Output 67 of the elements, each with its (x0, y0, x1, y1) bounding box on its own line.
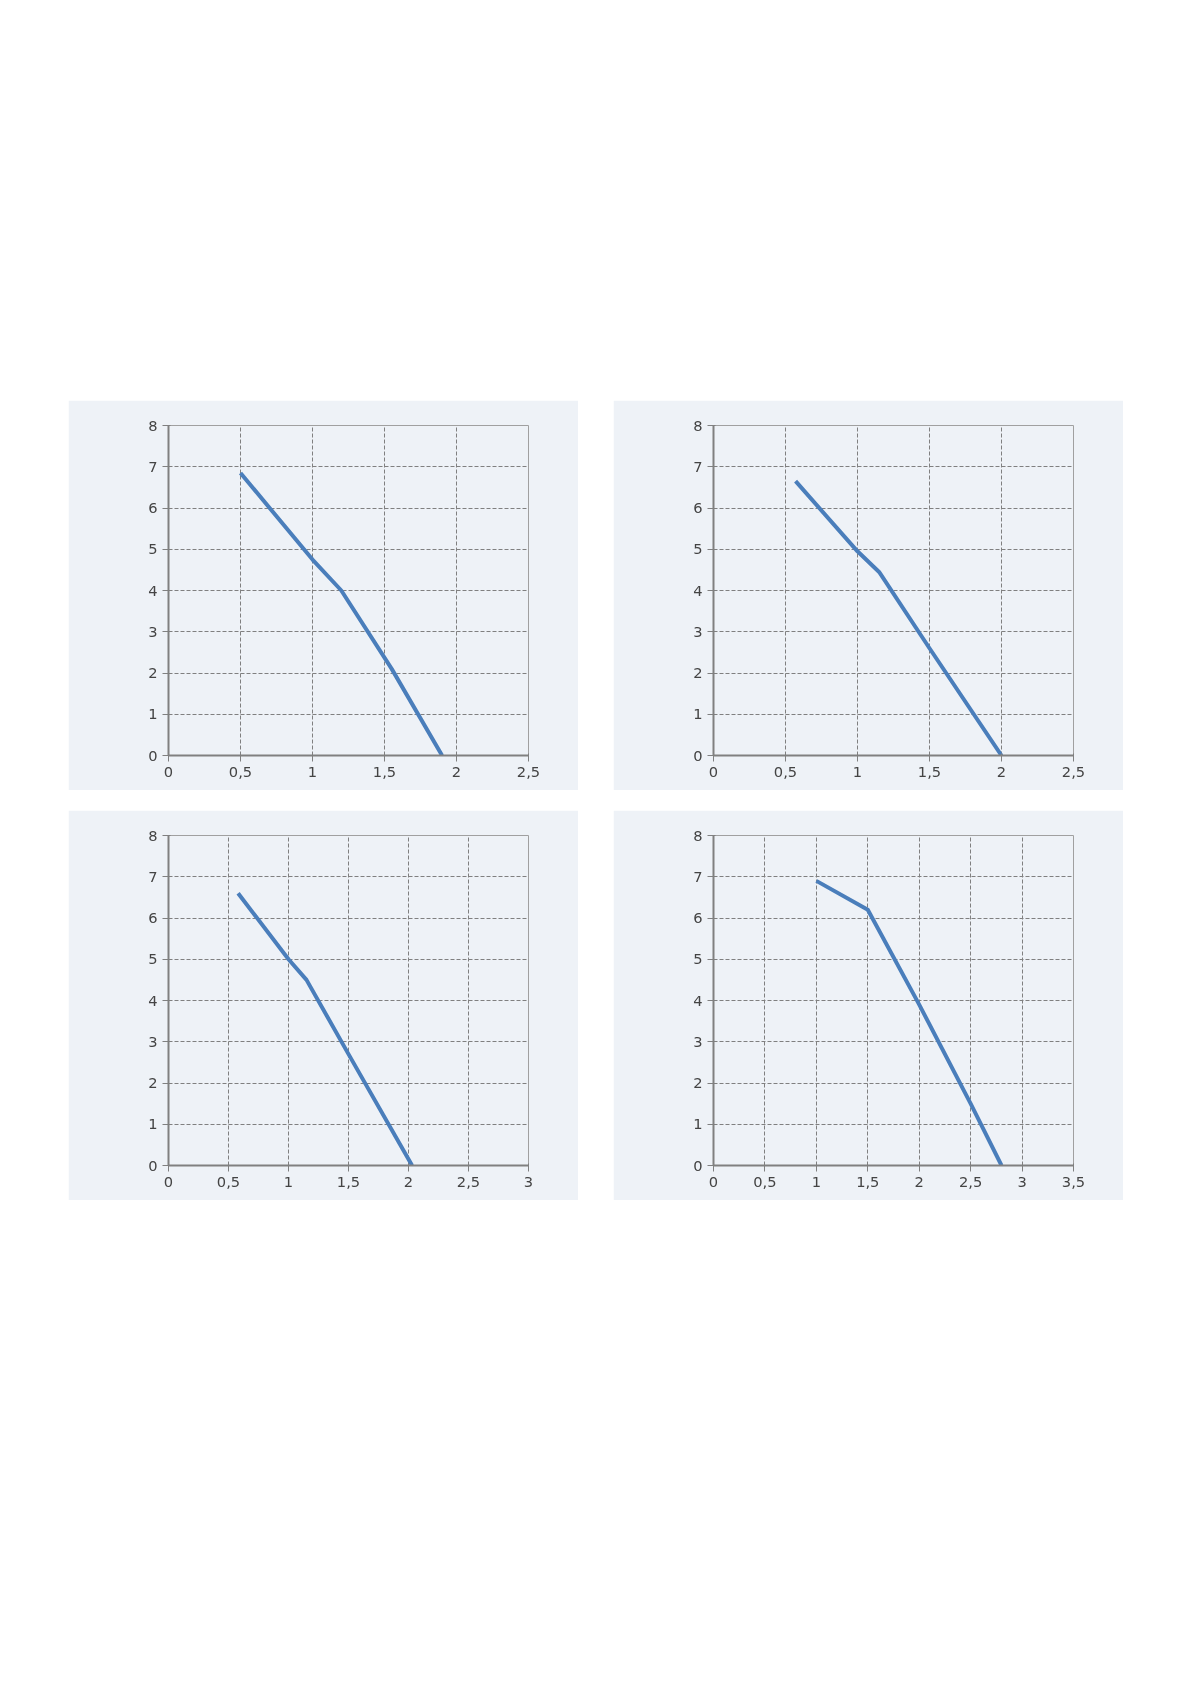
x-tick-label: 2,5 (516, 762, 541, 780)
y-tick-label: 1 (148, 705, 158, 723)
y-tick-label: 2 (148, 664, 158, 681)
y-tick-label: 2 (693, 1074, 703, 1091)
y-tick-label: 5 (693, 540, 703, 558)
y-tick-label: 7 (148, 457, 158, 475)
x-tick-label: 2,5 (958, 1172, 983, 1190)
x-tick-label: 1,5 (336, 1172, 361, 1190)
y-tick-label: 6 (148, 499, 158, 516)
x-tick-label: 1 (852, 762, 863, 780)
x-tick-label: 1 (283, 1172, 294, 1190)
y-tick-label: 6 (693, 499, 703, 516)
y-tick-label: 5 (693, 950, 703, 968)
y-tick-label: 1 (693, 705, 703, 723)
y-tick-label: 3 (693, 1032, 703, 1050)
y-tick-label: 5 (148, 950, 158, 968)
y-tick-label: 6 (693, 909, 703, 926)
x-tick-label: 0,5 (216, 1172, 241, 1190)
y-tick-label: 3 (148, 1032, 158, 1050)
x-tick-label: 0,5 (773, 762, 798, 780)
y-tick-label: 0 (148, 1156, 158, 1174)
y-tick-label: 4 (148, 581, 158, 599)
x-tick-label: 2 (451, 762, 462, 780)
x-tick-label: 2 (914, 1172, 924, 1190)
y-tick-label: 7 (693, 457, 703, 475)
line-series (238, 470, 445, 756)
y-tick-label: 3 (693, 622, 703, 640)
x-tick-label: 0,5 (753, 1172, 777, 1190)
y-tick-label: 5 (148, 540, 158, 558)
x-tick-label: 1,5 (372, 762, 397, 780)
y-tick-label: 1 (693, 1115, 703, 1133)
x-tick-label: 3 (1017, 1172, 1027, 1190)
line-series (793, 479, 1004, 756)
y-tick-label: 8 (148, 826, 158, 844)
x-tick-label: 3,5 (1061, 1172, 1086, 1190)
x-tick-label: 2 (403, 1172, 414, 1190)
y-tick-label: 4 (148, 991, 158, 1009)
x-tick-label: 0 (163, 1172, 174, 1190)
x-tick-label: 1,5 (856, 1172, 880, 1190)
x-tick-label: 3 (523, 1172, 534, 1190)
y-tick-label: 8 (148, 416, 158, 434)
y-tick-label: 0 (693, 1156, 703, 1174)
x-tick-label: 1 (307, 762, 318, 780)
y-tick-label: 4 (693, 581, 703, 599)
y-tick-label: 0 (693, 746, 703, 764)
y-tick-label: 2 (693, 664, 703, 681)
x-tick-label: 2,5 (1061, 762, 1086, 780)
y-tick-label: 6 (148, 909, 158, 926)
line-series (236, 891, 415, 1166)
x-tick-label: 0 (708, 1172, 719, 1190)
x-tick-label: 1 (811, 1172, 822, 1190)
x-tick-label: 0 (708, 762, 719, 780)
y-tick-label: 0 (148, 746, 158, 764)
y-tick-label: 2 (148, 1074, 158, 1091)
y-tick-label: 3 (148, 622, 158, 640)
y-tick-label: 7 (148, 867, 158, 885)
x-tick-label: 0,5 (228, 762, 253, 780)
x-tick-label: 2,5 (456, 1172, 481, 1190)
y-tick-label: 8 (693, 416, 703, 434)
y-tick-label: 7 (693, 867, 703, 885)
x-tick-label: 1,5 (917, 762, 942, 780)
x-tick-label: 2 (996, 762, 1007, 780)
y-tick-label: 1 (148, 1115, 158, 1133)
y-tick-label: 8 (693, 826, 703, 844)
y-tick-label: 4 (693, 991, 703, 1009)
line-series (814, 878, 1004, 1166)
x-tick-label: 0 (163, 762, 174, 780)
